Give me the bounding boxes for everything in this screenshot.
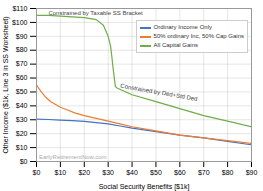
svg-text:$60: $60: [174, 169, 186, 176]
svg-text:$80: $80: [222, 169, 234, 176]
svg-text:$40: $40: [126, 169, 138, 176]
svg-text:$30: $30: [16, 116, 28, 123]
svg-text:$50: $50: [16, 88, 28, 95]
svg-text:$90: $90: [246, 169, 258, 176]
svg-text:Constrained by Taxable SS Brac: Constrained by Taxable SS Bracket: [48, 10, 143, 16]
svg-text:$90: $90: [16, 33, 28, 40]
html-text:Ordinary Income Only: Ordinary Income Only: [153, 24, 212, 30]
svg-text:$0: $0: [20, 158, 28, 165]
svg-text:Social Security Benefits [$1k]: Social Security Benefits [$1k]: [99, 183, 190, 191]
svg-text:Other Income ($1k, Line 3 in S: Other Income ($1k, Line 3 in SS Workshee…: [2, 16, 10, 153]
svg-text:$110: $110: [12, 5, 27, 12]
svg-text:EarlyRetirementNow.com: EarlyRetirementNow.com: [39, 154, 107, 160]
html-text:50% ordinary Inc, 50% Cap Gain: 50% ordinary Inc, 50% Cap Gains: [153, 33, 244, 39]
svg-text:$50: $50: [150, 169, 162, 176]
svg-text:Constrained by Ded+Std Ded: Constrained by Ded+Std Ded: [120, 83, 198, 102]
svg-text:$40: $40: [16, 102, 28, 109]
svg-text:$60: $60: [16, 74, 28, 81]
svg-text:$30: $30: [102, 169, 114, 176]
svg-text:$80: $80: [16, 46, 28, 53]
svg-text:$0: $0: [33, 169, 41, 176]
svg-text:$70: $70: [198, 169, 210, 176]
svg-text:$10: $10: [16, 144, 28, 151]
html-text:All Capital Gains: All Capital Gains: [153, 42, 198, 48]
svg-text:$10: $10: [55, 169, 67, 176]
svg-text:$20: $20: [16, 130, 28, 137]
svg-text:$20: $20: [78, 169, 90, 176]
svg-text:$100: $100: [12, 19, 28, 26]
svg-text:$70: $70: [16, 60, 28, 67]
